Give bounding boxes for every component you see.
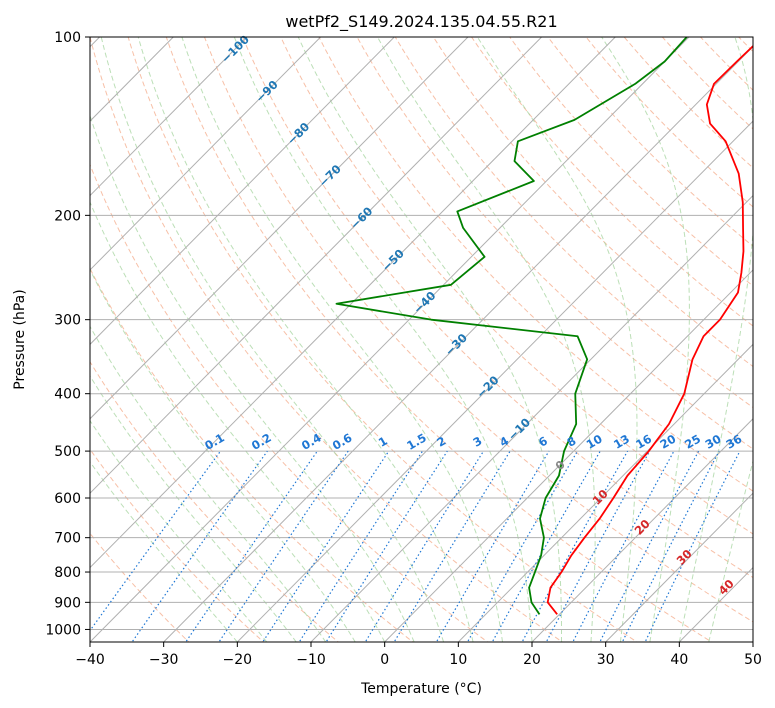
isotherm-line bbox=[90, 37, 542, 494]
x-tick-label: −40 bbox=[75, 652, 105, 668]
mixing-ratio-line bbox=[435, 450, 550, 642]
profile-lines bbox=[335, 37, 753, 615]
mixing-ratio-line bbox=[131, 450, 268, 642]
moist-adiabat-line bbox=[90, 268, 356, 642]
moist-adiabat-line bbox=[90, 200, 386, 642]
y-tick-label: 400 bbox=[54, 387, 81, 403]
y-axis-label: Pressure (hPa) bbox=[12, 289, 28, 389]
mixing-ratio-label: 20 bbox=[657, 432, 678, 452]
y-tick-label: 800 bbox=[54, 565, 81, 581]
y-tick-label: 100 bbox=[54, 30, 81, 46]
isotherm-line bbox=[90, 37, 248, 197]
isotherm-line bbox=[90, 37, 395, 346]
moist-adiabat-line bbox=[476, 37, 638, 642]
temperature-profile-line bbox=[546, 44, 753, 615]
mixing-ratio-line bbox=[298, 450, 424, 642]
mixing-ratio-label: 13 bbox=[611, 432, 632, 452]
mixing-ratio-line bbox=[466, 450, 579, 642]
mixing-ratio-label: 16 bbox=[633, 432, 654, 452]
y-tick-label: 300 bbox=[54, 313, 81, 329]
moist-adiabat-line bbox=[137, 37, 474, 642]
y-tick-label: 600 bbox=[54, 491, 81, 507]
x-axis-label: Temperature (°C) bbox=[360, 681, 482, 697]
moist-adiabat-line bbox=[233, 37, 533, 642]
isotherm-line bbox=[90, 37, 616, 569]
x-axis: −40 −30 −20 −10 0 10 20 30 40 50 bbox=[75, 642, 762, 668]
x-tick-label: 50 bbox=[744, 652, 762, 668]
isotherm-line bbox=[531, 418, 753, 642]
mixing-ratio-line bbox=[218, 450, 349, 642]
dry-adiabat-line bbox=[394, 37, 753, 409]
moist-adiabat-line bbox=[601, 37, 690, 642]
moist-adiabat-line bbox=[678, 37, 753, 642]
moist-adiabat-line bbox=[181, 37, 504, 642]
x-tick-label: −10 bbox=[296, 652, 326, 668]
y-axis: 100 200 300 400 500 600 700 800 900 1000 bbox=[45, 30, 90, 638]
isotherm-line bbox=[90, 37, 321, 271]
moist-adiabat-line bbox=[90, 114, 415, 642]
mixing-ratio-label: 36 bbox=[723, 432, 744, 452]
isotherm-line bbox=[236, 120, 753, 642]
dry-adiabat-line bbox=[242, 37, 753, 579]
isotherm-line bbox=[605, 492, 753, 642]
mixing-ratio-label: 10 bbox=[584, 432, 605, 452]
y-tick-label: 1000 bbox=[45, 622, 81, 638]
y-tick-label: 900 bbox=[54, 595, 81, 611]
dewpoint-profile-line bbox=[335, 37, 688, 615]
mixing-ratio-label: 30 bbox=[703, 432, 724, 452]
x-tick-label: 40 bbox=[670, 652, 688, 668]
mixing-ratio-line bbox=[90, 450, 222, 632]
x-tick-label: 0 bbox=[380, 652, 389, 668]
dry-adiabat-line bbox=[280, 37, 753, 535]
mixing-ratio-line bbox=[545, 450, 651, 642]
background-lines bbox=[90, 37, 753, 642]
x-tick-label: −20 bbox=[223, 652, 253, 668]
isotherm-line bbox=[90, 37, 690, 642]
x-tick-label: 10 bbox=[449, 652, 467, 668]
y-tick-label: 200 bbox=[54, 208, 81, 224]
moist-adiabat-line bbox=[100, 37, 445, 642]
mixing-ratio-line bbox=[572, 450, 675, 642]
moist-adiabat-line bbox=[90, 461, 238, 642]
y-tick-label: 700 bbox=[54, 531, 81, 547]
moist-adiabat-line bbox=[377, 37, 596, 642]
isotherm-line bbox=[90, 37, 469, 420]
isotherm-line bbox=[384, 269, 753, 642]
moist-adiabat-line bbox=[90, 419, 268, 642]
x-tick-label: −30 bbox=[149, 652, 179, 668]
moist-adiabat-line bbox=[708, 459, 753, 642]
plot-frame bbox=[89, 36, 754, 643]
mixing-ratio-line bbox=[364, 450, 485, 642]
mixing-ratio-line bbox=[185, 450, 318, 642]
mixing-ratio-line bbox=[599, 450, 700, 642]
mixing-ratio-line bbox=[262, 450, 390, 642]
x-tick-label: 20 bbox=[523, 652, 541, 668]
mixing-ratio-line bbox=[325, 450, 448, 642]
mixing-ratio-label: 25 bbox=[682, 432, 703, 452]
isotherm-line bbox=[310, 194, 753, 642]
dry-adiabat-line bbox=[165, 37, 713, 642]
dry-adiabat-line bbox=[90, 163, 489, 642]
chart-title: wetPf2_S149.2024.135.04.55.R21 bbox=[285, 12, 557, 32]
dry-adiabat-line bbox=[470, 37, 753, 327]
isotherm-line bbox=[457, 343, 753, 642]
isotherm-line bbox=[163, 46, 753, 642]
dry-adiabat-line bbox=[356, 37, 753, 450]
plot-background bbox=[90, 37, 753, 642]
y-tick-label: 500 bbox=[54, 444, 81, 460]
x-tick-label: 30 bbox=[597, 652, 615, 668]
